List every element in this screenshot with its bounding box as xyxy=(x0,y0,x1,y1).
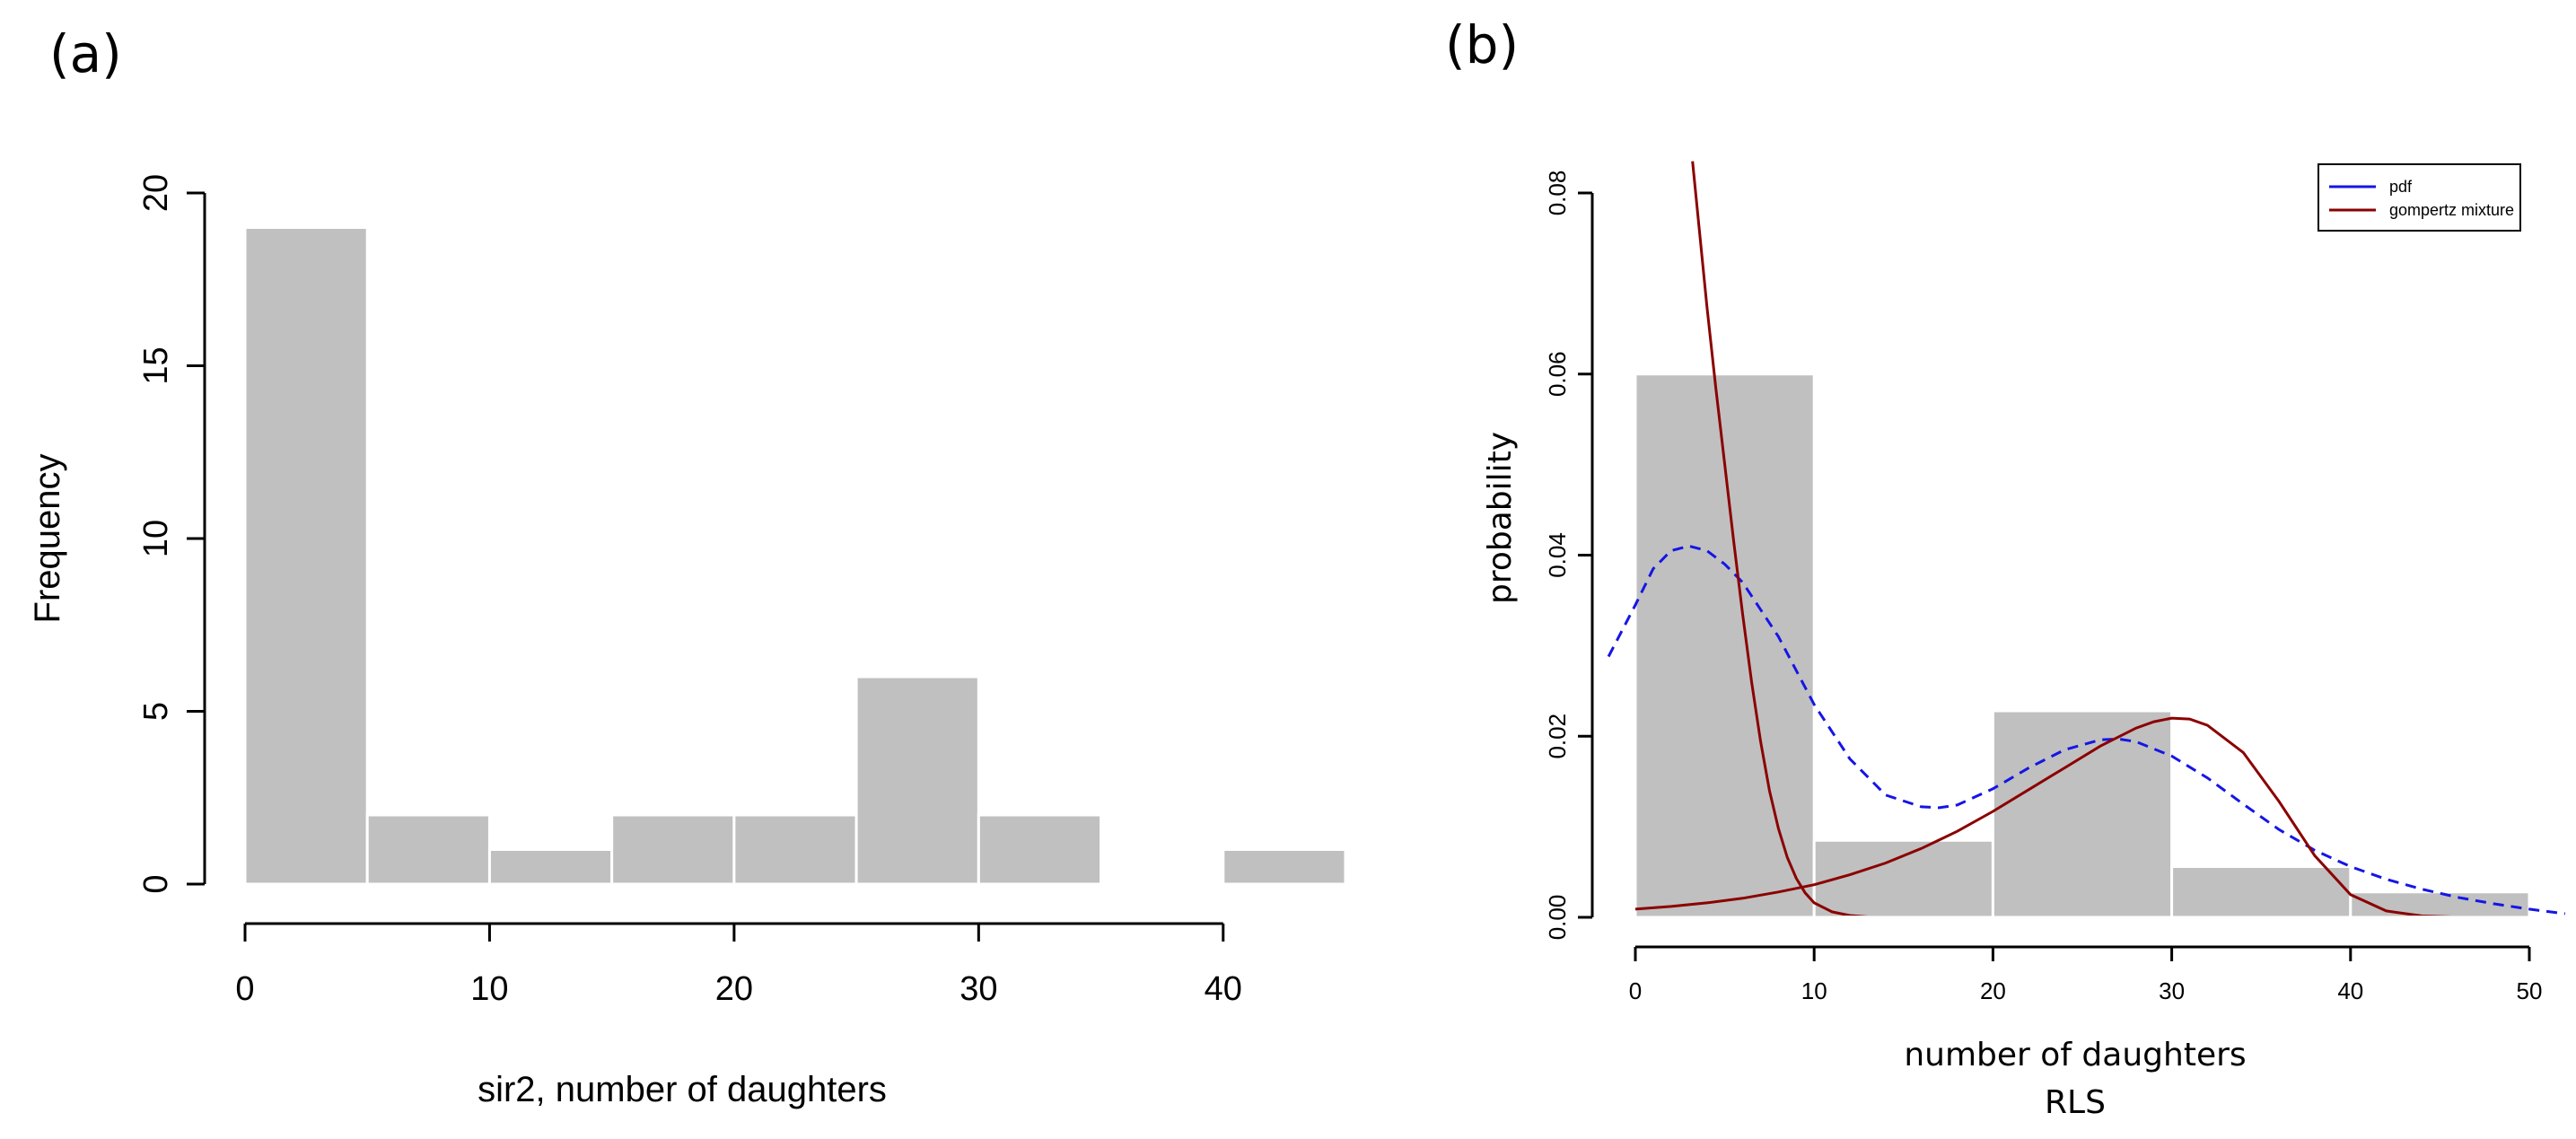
panel-b-x-axis-sublabel: RLS xyxy=(2045,1084,2106,1121)
panel-b-x-tick-label: 0 xyxy=(1629,977,1642,1004)
panel-a-y-axis-label: Frequency xyxy=(28,454,67,624)
panel-a-x-axis-label: sir2, number of daughters xyxy=(478,1070,887,1109)
panel-a-bar-5-10 xyxy=(365,813,491,886)
panel-b-axes: 0 10 20 30 40 50 0.00 0.02 0.04 0.06 0.08 xyxy=(1544,171,2542,1004)
panel-b-y-axis-label: probability xyxy=(1482,432,1519,604)
panel-a-bar-25-30 xyxy=(854,675,980,886)
panel-b-bars xyxy=(1634,372,2531,919)
panel-b-curves xyxy=(1607,161,2565,916)
panel-a-histogram: (a) 0 10 20 30 40 0 5 10 15 20 sir2, number of da… xyxy=(28,23,1347,1109)
legend-label-gompertz: gompertz mixture xyxy=(2389,201,2514,219)
panel-b-x-tick-label: 10 xyxy=(1801,977,1827,1004)
panel-a-x-tick-label: 0 xyxy=(235,970,254,1008)
panel-b-y-tick-label: 0.02 xyxy=(1544,714,1571,759)
panel-a-y-tick-label: 10 xyxy=(137,520,175,557)
panel-a-y-tick-label: 20 xyxy=(137,174,175,212)
panel-b-bar-10-20 xyxy=(1812,838,1994,919)
panel-a-axes: 0 10 20 30 40 0 5 10 15 20 xyxy=(137,174,1242,1008)
panel-b-x-tick-label: 50 xyxy=(2517,977,2543,1004)
panel-b-x-axis-label: number of daughters xyxy=(1904,1037,2246,1073)
panel-b-density: (b) 0 10 20 30 40 50 0.00 0.02 0.04 0.06 0.08 numb… xyxy=(1445,14,2565,1121)
panel-a-bar-40-45 xyxy=(1222,848,1347,886)
panel-b-legend: pdf gompertz mixture xyxy=(2318,163,2521,232)
panel-b-x-tick-label: 40 xyxy=(2337,977,2363,1004)
panel-a-label: (a) xyxy=(49,23,122,84)
panel-a-x-tick-label: 10 xyxy=(470,970,508,1008)
panel-b-line-pdf xyxy=(1607,544,2565,916)
panel-a-x-tick-label: 40 xyxy=(1205,970,1242,1008)
legend-label-pdf: pdf xyxy=(2389,178,2413,196)
panel-a-bar-30-35 xyxy=(977,813,1103,886)
panel-b-y-tick-label: 0.08 xyxy=(1544,171,1571,216)
panel-b-bar-20-30 xyxy=(1991,709,2174,919)
panel-b-y-tick-label: 0.06 xyxy=(1544,351,1571,397)
panel-a-bar-20-25 xyxy=(732,813,858,886)
panel-a-x-tick-label: 20 xyxy=(715,970,753,1008)
panel-b-line-gompertz-component-2 xyxy=(1634,716,2452,916)
panel-a-y-tick-label: 5 xyxy=(137,702,175,721)
legend-box xyxy=(2318,163,2521,232)
panel-a-y-tick-label: 15 xyxy=(137,346,175,384)
panel-b-y-tick-label: 0.00 xyxy=(1544,895,1571,941)
panel-b-line-gompertz-mixture xyxy=(1691,161,1869,916)
panel-b-x-tick-label: 20 xyxy=(1980,977,2006,1004)
panel-a-y-tick-label: 0 xyxy=(137,874,175,893)
panel-a-x-tick-label: 30 xyxy=(959,970,997,1008)
panel-b-bar-30-40 xyxy=(2170,865,2353,919)
panel-a-bars xyxy=(243,226,1347,886)
panel-b-x-tick-label: 30 xyxy=(2159,977,2185,1004)
panel-a-bar-15-20 xyxy=(610,813,736,886)
panel-a-bar-10-15 xyxy=(487,848,614,886)
panel-a-bar-0-5 xyxy=(243,226,369,886)
panel-b-label: (b) xyxy=(1445,14,1519,75)
panel-b-y-tick-label: 0.04 xyxy=(1544,532,1571,578)
